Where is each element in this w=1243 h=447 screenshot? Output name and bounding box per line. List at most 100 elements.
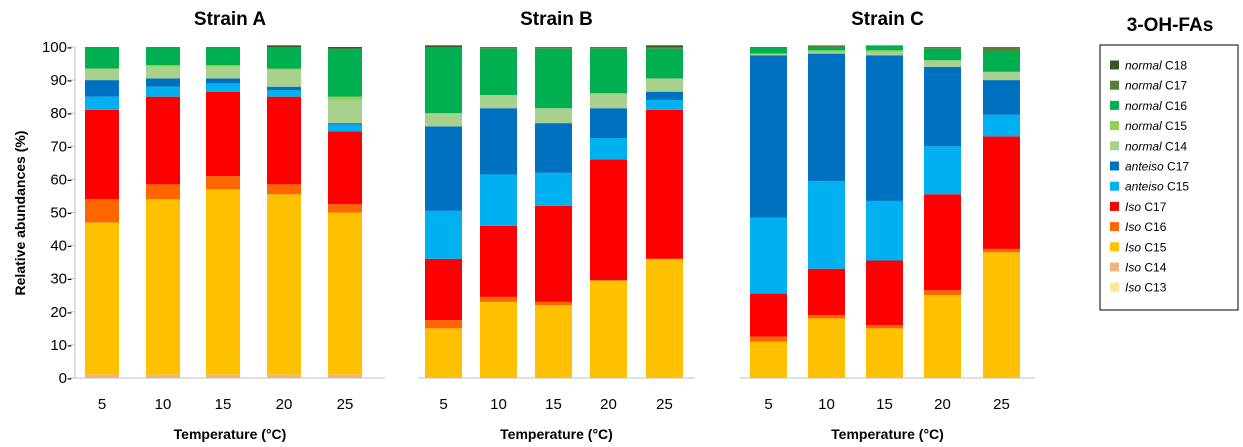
bar-15 (866, 45, 903, 378)
y-axis-title: Relative abundances (%) (12, 131, 28, 296)
legend-label: Iso C17 (1125, 200, 1167, 214)
bar-segment-iso-c15 (590, 280, 627, 378)
bar-segment-iso-c16 (85, 199, 119, 223)
x-tick-label: 15 (876, 396, 893, 413)
bar-segment-normal-c16 (206, 47, 240, 66)
bar-segment-iso-c15 (750, 341, 787, 378)
bar-segment-normal-c18 (425, 45, 462, 47)
bar-segment-iso-c15 (866, 328, 903, 378)
bar-segment-anteiso-c17 (646, 91, 683, 100)
bar-segment-normal-c15 (267, 68, 301, 71)
bar-segment-normal-c14 (480, 94, 517, 109)
bar-segment-anteiso-c15 (983, 114, 1020, 137)
panel-strain-c: Strain C 5 10 15 20 25 Temperature (°C) (740, 9, 1035, 442)
bar-segment-normal-c16 (866, 45, 903, 51)
bar-segment-normal-c14 (590, 93, 627, 109)
bar-segment-iso-c16 (480, 296, 517, 302)
bar-segment-normal-c16 (146, 47, 180, 66)
bar-segment-anteiso-c15 (808, 181, 845, 269)
bar-15 (206, 47, 240, 378)
panel-strain-a: Strain A 0- 10- 20- 30- 40- 50- 60- 70- 80- 90- 100… (42, 9, 385, 442)
bar-segment-iso-c17 (646, 109, 683, 259)
bar-segment-anteiso-c17 (480, 108, 517, 175)
legend-label: Iso C14 (1125, 261, 1167, 275)
legend-title: 3-OH-FAs (1127, 15, 1214, 36)
legend-item-normal-c16: normal C16 (1110, 99, 1187, 113)
legend-swatch (1110, 80, 1119, 90)
bar-segment-iso-c17 (535, 205, 572, 302)
legend-swatch (1110, 60, 1119, 70)
legend-item-normal-c18: normal C18 (1110, 59, 1187, 73)
bar-segment-anteiso-c17 (425, 126, 462, 211)
bar-segment-iso-c16 (535, 301, 572, 306)
bar-segment-iso-c16 (808, 315, 845, 319)
y-tick-label: 30- (50, 271, 72, 288)
x-axis-title: Temperature (°C) (831, 426, 944, 442)
bar-segment-iso-c17 (146, 96, 180, 185)
bar-segment-normal-c18 (646, 45, 683, 47)
bar-segment-iso-c15 (924, 295, 961, 378)
bar-segment-anteiso-c15 (924, 146, 961, 195)
bar-segment-iso-c16 (924, 290, 961, 296)
legend-item-iso-c15: Iso C15 (1110, 240, 1167, 254)
bar-segment-anteiso-c17 (590, 108, 627, 139)
bar-10 (808, 45, 845, 378)
bar-segment-iso-c16 (146, 184, 180, 200)
legend-label: anteiso C17 (1125, 160, 1189, 174)
legend-item-normal-c14: normal C14 (1110, 139, 1187, 153)
legend-swatch (1110, 262, 1119, 272)
bar-segment-normal-c16 (535, 48, 572, 109)
panel-strain-b: Strain B 5 10 15 20 25 Temperature (°C) (418, 9, 695, 442)
bar-segment-iso-c16 (750, 336, 787, 342)
x-tick-label: 20 (276, 396, 293, 413)
x-tick-label: 15 (215, 396, 232, 413)
legend-swatch (1110, 100, 1119, 110)
bar-segment-normal-c15 (866, 50, 903, 52)
bar-segment-anteiso-c17 (206, 78, 240, 84)
bar-20 (590, 47, 627, 378)
bar-segment-anteiso-c17 (866, 55, 903, 201)
legend-label: Iso C15 (1125, 240, 1167, 254)
legend-swatch (1110, 181, 1119, 191)
y-tick-label: 60- (50, 171, 72, 188)
bar-segment-iso-c15 (206, 189, 240, 375)
bar-segment-anteiso-c17 (808, 53, 845, 182)
bar-segment-normal-c14 (646, 78, 683, 92)
bar-segment-iso-c15 (267, 194, 301, 375)
bar-segment-anteiso-c15 (750, 217, 787, 294)
bar-segment-normal-c14 (866, 51, 903, 56)
bar-segment-normal-c17 (983, 47, 1020, 52)
bar-segment-normal-c17 (590, 47, 627, 49)
bar-segment-normal-c18 (328, 47, 362, 49)
bar-segment-anteiso-c17 (267, 86, 301, 91)
bar-segment-normal-c14 (808, 51, 845, 54)
bar-segment-anteiso-c17 (328, 123, 362, 125)
bar-segment-anteiso-c15 (85, 96, 119, 110)
bar-segment-iso-c16 (425, 320, 462, 329)
bar-5 (750, 47, 787, 378)
y-tick-label: 20- (50, 304, 72, 321)
bar-segment-normal-c16 (590, 48, 627, 94)
bar-5 (85, 47, 119, 378)
bar-segment-normal-c15 (206, 65, 240, 67)
legend-swatch (1110, 242, 1119, 252)
x-tick-label: 15 (545, 396, 562, 413)
bar-segment-normal-c16 (750, 47, 787, 54)
x-tick-label: 20 (934, 396, 951, 413)
x-tick-label: 25 (656, 396, 673, 413)
y-tick-label: 40- (50, 238, 72, 255)
bar-segment-iso-c15 (983, 252, 1020, 378)
bar-segment-iso-c15 (146, 199, 180, 375)
bar-segment-normal-c16 (924, 48, 961, 61)
bar-segment-anteiso-c15 (535, 172, 572, 206)
chart-panels: Strain A 0- 10- 20- 30- 40- 50- 60- 70- 80- 90- 100… (42, 9, 1035, 442)
bar-segment-normal-c14 (146, 66, 180, 79)
x-axis-title: Temperature (°C) (500, 426, 613, 442)
bar-segment-normal-c15 (146, 65, 180, 67)
bar-segment-iso-c15 (480, 301, 517, 378)
bar-segment-anteiso-c15 (646, 99, 683, 110)
bar-segment-anteiso-c17 (750, 55, 787, 218)
y-tick-label: 70- (50, 138, 72, 155)
bar-segment-iso-c17 (206, 91, 240, 177)
